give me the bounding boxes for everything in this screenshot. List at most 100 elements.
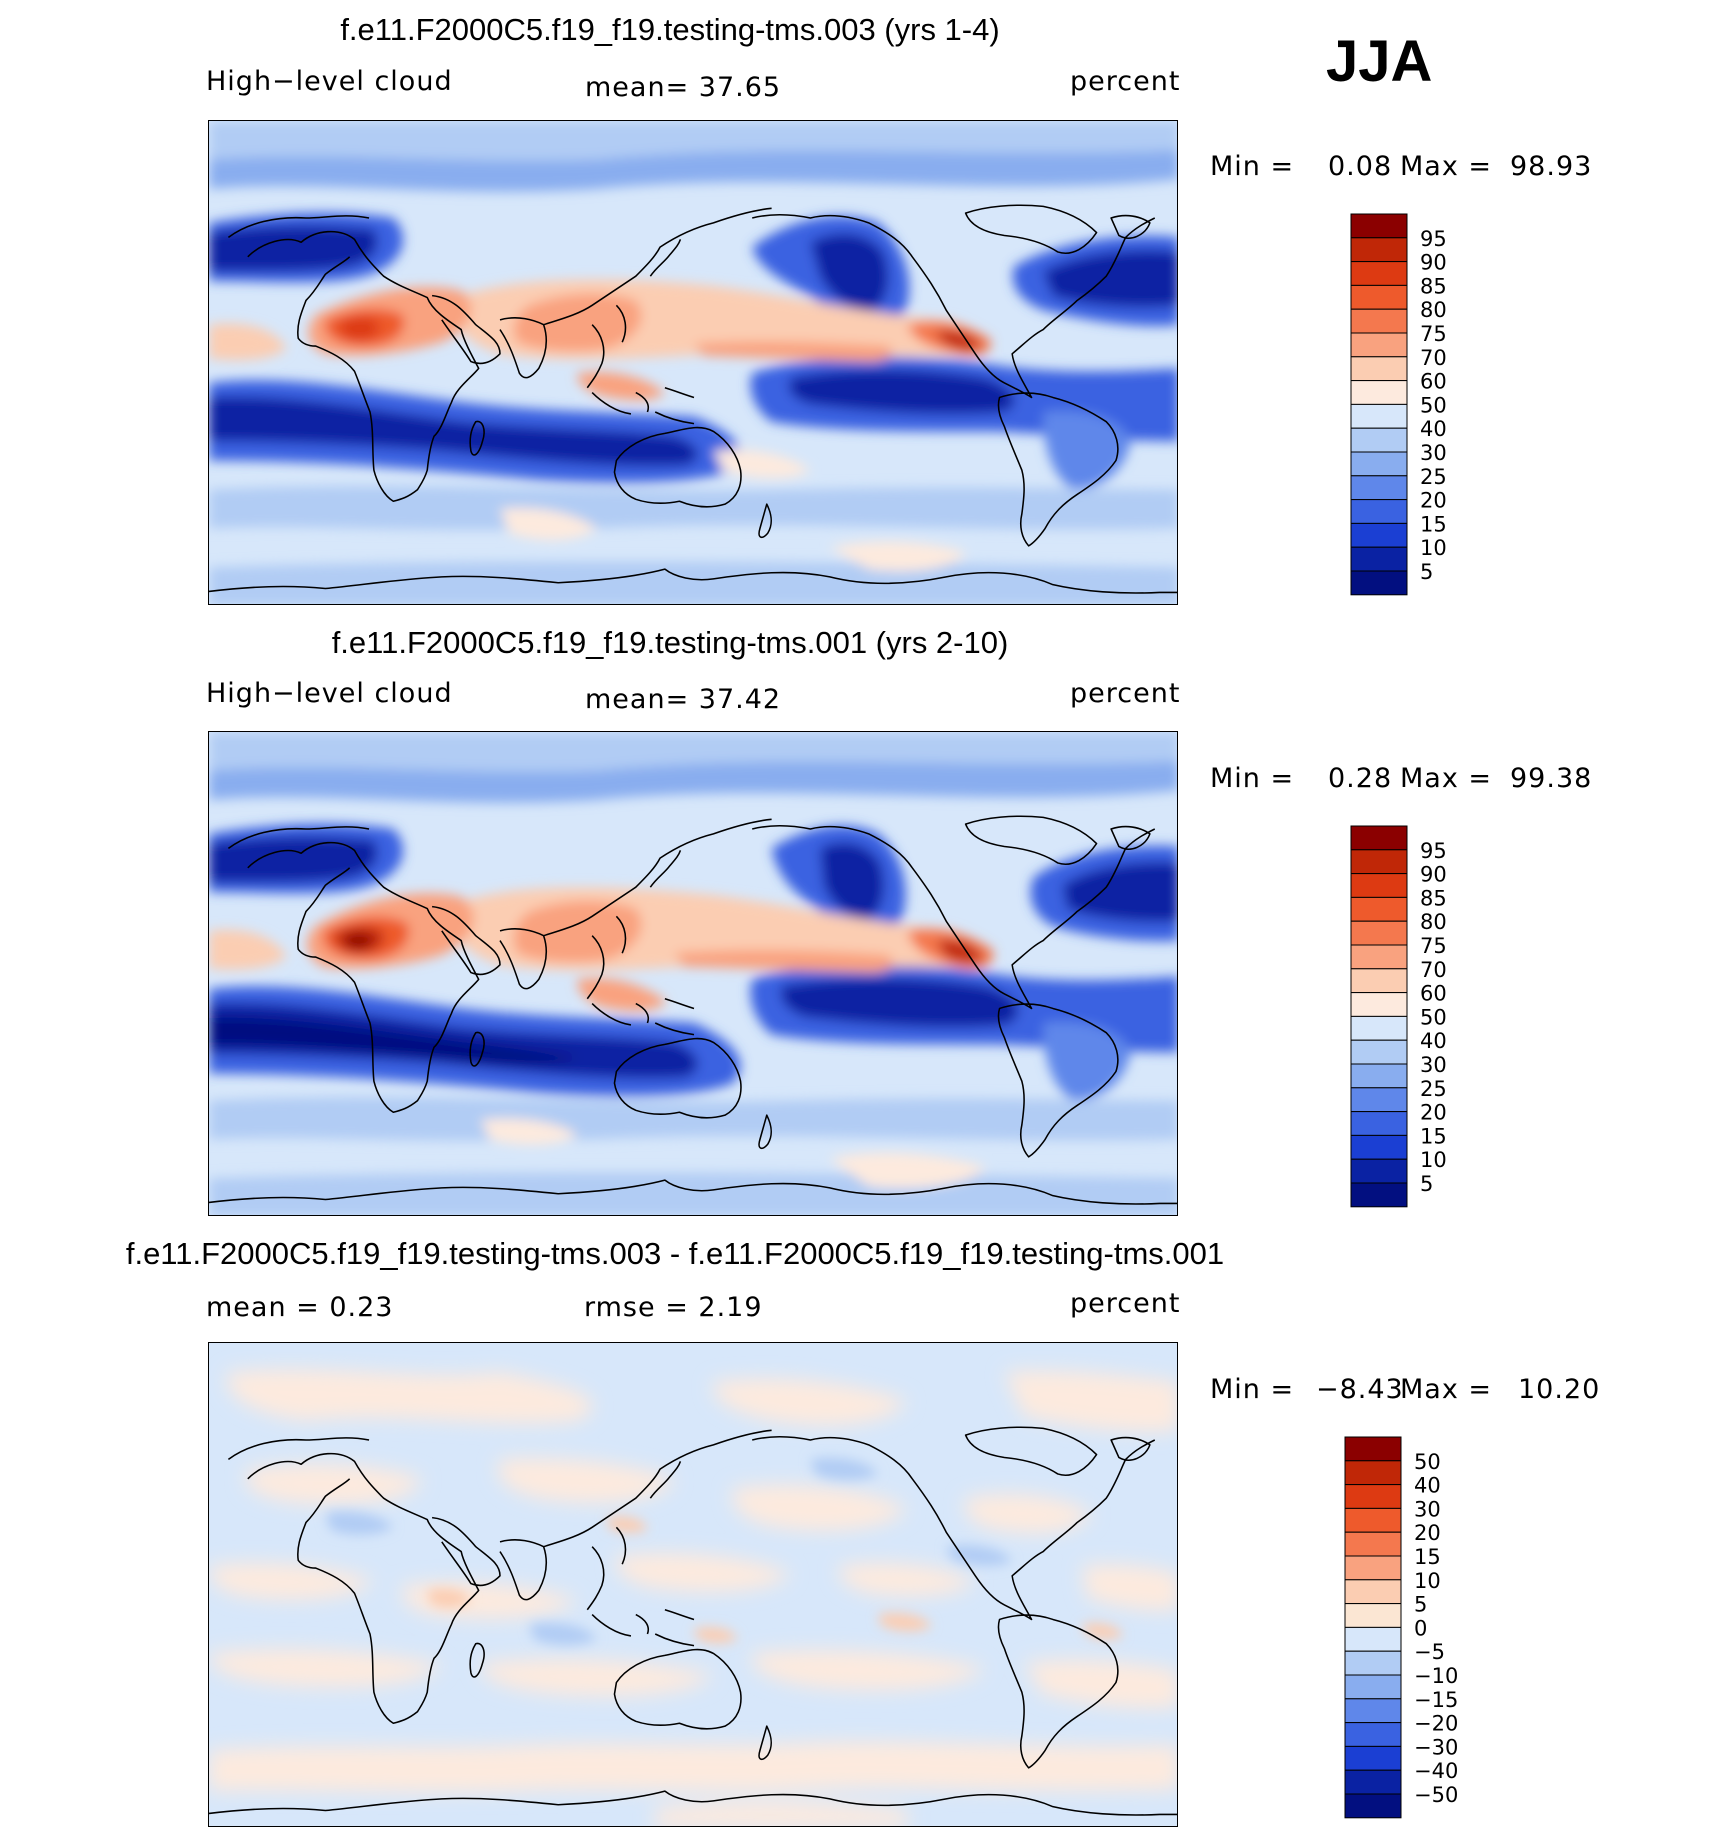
colorbar-tick-label: 15 (1414, 1545, 1441, 1569)
colorbar-swatch (1344, 1650, 1402, 1676)
colorbar-swatch (1344, 1436, 1402, 1462)
colorbar-swatch (1350, 284, 1408, 310)
panel-2-min-label: Min = (1210, 763, 1295, 794)
panel-2-max-value: 99.38 (1510, 763, 1593, 794)
colorbar-tick-label: 70 (1420, 958, 1447, 982)
panel-3-map (208, 1342, 1178, 1827)
panel-1-units-label: percent (1070, 66, 1181, 97)
colorbar-tick-label: 95 (1420, 227, 1447, 251)
colorbar-swatch (1350, 1134, 1408, 1160)
colorbar-swatch (1350, 475, 1408, 501)
colorbar-tick-label: 75 (1420, 934, 1447, 958)
colorbar-swatch (1350, 546, 1408, 572)
colorbar-tick-label: 80 (1420, 910, 1447, 934)
colorbar-tick-label: −30 (1414, 1735, 1458, 1759)
panel-2-map (208, 731, 1178, 1216)
colorbar-swatch (1344, 1603, 1402, 1628)
colorbar-swatch (1350, 1015, 1408, 1041)
colorbar-tick-label: 20 (1420, 489, 1447, 513)
colorbar-tick-label: 0 (1414, 1616, 1427, 1640)
colorbar-swatch (1350, 1087, 1408, 1113)
colorbar-tick-label: 25 (1420, 1077, 1447, 1101)
colorbar-swatch (1350, 1063, 1408, 1089)
colorbar-swatch (1350, 1039, 1408, 1065)
colorbar-swatch (1350, 944, 1408, 970)
colorbar-swatch (1350, 570, 1408, 596)
colorbar-tick-label: −10 (1414, 1664, 1458, 1688)
colorbar-tick-label: 20 (1414, 1521, 1441, 1545)
panel-2-variable-label: High−level cloud (206, 678, 453, 709)
colorbar-swatch (1350, 825, 1408, 851)
colorbar-tick-label: −50 (1414, 1783, 1458, 1807)
colorbar-tick-label: 40 (1414, 1474, 1441, 1498)
colorbar-tick-label: 40 (1420, 1029, 1447, 1053)
colorbar-tick-label: 90 (1420, 863, 1447, 887)
colorbar-swatch (1350, 332, 1408, 358)
colorbar-swatch (1344, 1555, 1402, 1581)
panel-1-max-label: Max = (1400, 151, 1493, 182)
colorbar-tick-label: 50 (1420, 393, 1447, 417)
panel-3-mean-label: mean = 0.23 (206, 1292, 394, 1323)
colorbar-swatch (1350, 1111, 1408, 1136)
colorbar-swatch (1350, 499, 1408, 524)
panel-2-max-label: Max = (1400, 763, 1493, 794)
colorbar-swatch (1350, 403, 1408, 429)
colorbar-tick-label: 60 (1420, 370, 1447, 394)
colorbar-swatch (1350, 896, 1408, 922)
panel-3-title: f.e11.F2000C5.f19_f19.testing-tms.003 - … (125, 1236, 1225, 1271)
panel-2-units-label: percent (1070, 678, 1181, 709)
colorbar-tick-label: 10 (1414, 1569, 1441, 1593)
colorbar-swatch (1344, 1745, 1402, 1771)
panel-1-colorbar: 95 90 85 80 75 70 60 50 40 30 25 20 15 10 5 (1350, 213, 1496, 598)
colorbar-tick-label: 30 (1420, 1053, 1447, 1077)
colorbar-swatch (1344, 1769, 1402, 1795)
colorbar-swatch (1350, 968, 1408, 994)
colorbar-tick-label: 85 (1420, 886, 1447, 910)
colorbar-tick-label: 25 (1420, 465, 1447, 489)
colorbar-swatch (1344, 1698, 1402, 1724)
colorbar-swatch (1350, 308, 1408, 334)
colorbar-tick-label: 90 (1420, 251, 1447, 275)
colorbar-tick-label: 10 (1420, 1148, 1447, 1172)
colorbar-swatch (1350, 1158, 1408, 1184)
colorbar-swatch (1350, 237, 1408, 263)
colorbar-swatch (1350, 522, 1408, 548)
colorbar-tick-label: 15 (1420, 512, 1447, 536)
colorbar-tick-label: 15 (1420, 1124, 1447, 1148)
colorbar-tick-label: 75 (1420, 322, 1447, 346)
panel-2-min-value: 0.28 (1328, 763, 1393, 794)
panel-3-max-label: Max = (1400, 1374, 1493, 1405)
panel-2-title: f.e11.F2000C5.f19_f19.testing-tms.001 (y… (331, 625, 1009, 660)
season-label: JJA (1326, 29, 1433, 94)
colorbar-tick-label: 50 (1420, 1005, 1447, 1029)
colorbar-tick-label: 70 (1420, 346, 1447, 370)
colorbar-swatch (1350, 213, 1408, 239)
colorbar-tick-label: 10 (1420, 536, 1447, 560)
colorbar-swatch (1350, 356, 1408, 382)
panel-1-min-value: 0.08 (1328, 151, 1393, 182)
colorbar-tick-label: −15 (1414, 1688, 1458, 1712)
colorbar-tick-label: 95 (1420, 839, 1447, 863)
panel-2-colorbar: 95 90 85 80 75 70 60 50 40 30 25 20 15 10 5 (1350, 825, 1496, 1210)
colorbar-swatch (1350, 873, 1408, 898)
colorbar-tick-label: 30 (1414, 1497, 1441, 1521)
panel-1-min-label: Min = (1210, 151, 1295, 182)
colorbar-tick-label: 30 (1420, 441, 1447, 465)
panel-1-variable-label: High−level cloud (206, 66, 453, 97)
colorbar-tick-label: −20 (1414, 1712, 1458, 1736)
colorbar-tick-label: 60 (1420, 982, 1447, 1006)
colorbar-tick-label: 5 (1414, 1593, 1427, 1617)
panel-1-mean-label: mean= 37.65 (585, 72, 782, 103)
panel-3-colorbar: 50 40 30 20 15 10 5 0 −5 −10 −15 −20 −30 −40 −50 (1344, 1436, 1490, 1821)
panel-1-max-value: 98.93 (1510, 151, 1593, 182)
colorbar-tick-label: −40 (1414, 1759, 1458, 1783)
colorbar-swatch (1344, 1722, 1402, 1747)
colorbar-swatch (1350, 1182, 1408, 1208)
colorbar-swatch (1350, 992, 1408, 1017)
colorbar-tick-label: 40 (1420, 417, 1447, 441)
colorbar-swatch (1344, 1674, 1402, 1700)
panel-3-min-label: Min = (1210, 1374, 1295, 1405)
colorbar-tick-label: 5 (1420, 1172, 1433, 1196)
colorbar-tick-label: 20 (1420, 1101, 1447, 1125)
colorbar-swatch (1344, 1460, 1402, 1486)
